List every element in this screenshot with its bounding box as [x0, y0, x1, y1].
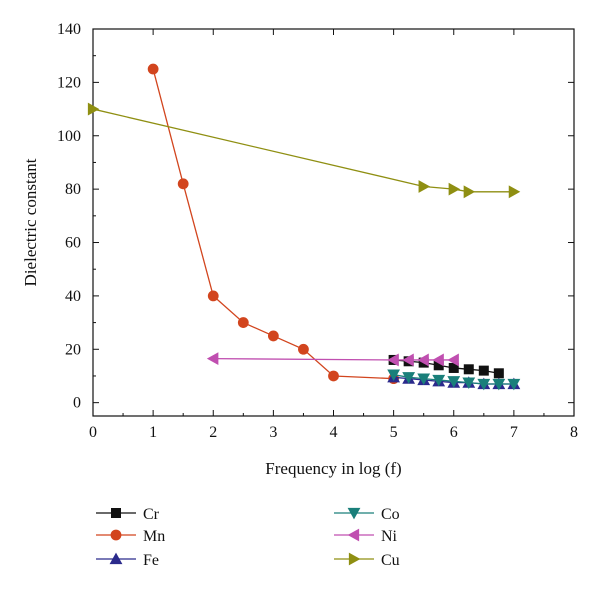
- data-point-mn: [237, 317, 249, 328]
- x-tick-label: 6: [450, 424, 458, 441]
- data-point-cr: [478, 365, 489, 376]
- y-tick-label: 60: [65, 235, 81, 252]
- series-ni: [206, 352, 459, 367]
- series-cu: [87, 102, 521, 199]
- legend-marker-cu: [348, 552, 361, 566]
- data-point-mn: [147, 63, 159, 75]
- x-tick-label: 8: [570, 424, 578, 441]
- legend-marker-ni: [347, 528, 360, 542]
- data-point-cu: [418, 180, 431, 193]
- legend-item-ni: Ni: [334, 528, 398, 545]
- x-tick-label: 4: [330, 424, 338, 441]
- y-axis-title: Dielectric constant: [21, 158, 40, 286]
- data-point-ni: [402, 353, 414, 367]
- data-point-cu: [508, 185, 521, 199]
- data-point-cu: [87, 102, 100, 116]
- series-layer: [87, 63, 521, 391]
- series-mn: [147, 63, 400, 385]
- plot-frame: [92, 28, 575, 417]
- series-line-cu: [92, 108, 514, 193]
- x-tick-label: 1: [149, 424, 157, 441]
- legend-marker-co: [347, 507, 361, 520]
- data-point-cu: [448, 182, 461, 196]
- data-point-ni: [432, 353, 444, 367]
- legend-label-cr: Cr: [143, 506, 160, 523]
- legend-item-cr: Cr: [96, 506, 160, 523]
- data-point-cr: [433, 360, 444, 371]
- data-point-mn: [298, 343, 309, 355]
- series-line-mn: [152, 68, 394, 380]
- data-point-co: [432, 374, 446, 387]
- data-point-mn: [328, 370, 339, 382]
- legend-item-fe: Fe: [96, 552, 159, 569]
- legend-marker-mn: [110, 529, 122, 541]
- y-tick-label: 140: [57, 21, 81, 38]
- data-point-ni: [447, 353, 459, 367]
- data-point-cu: [463, 185, 476, 199]
- y-tick-label: 100: [57, 128, 81, 145]
- data-point-mn: [207, 290, 219, 302]
- data-point-mn: [177, 178, 189, 190]
- legend-label-mn: Mn: [143, 528, 165, 545]
- data-point-co: [462, 377, 476, 390]
- legend-marker-fe: [109, 552, 123, 565]
- data-point-cr: [448, 362, 459, 373]
- legend: Cr Mn Fe Co Ni Cu: [96, 506, 400, 569]
- data-point-co: [507, 378, 521, 391]
- legend-label-fe: Fe: [143, 552, 159, 569]
- legend-marker-cr: [111, 508, 121, 518]
- x-axis-title: Frequency in log (f): [265, 459, 401, 478]
- y-tick-label: 20: [65, 341, 81, 358]
- y-tick-label: 0: [73, 395, 81, 412]
- legend-item-co: Co: [334, 506, 400, 523]
- x-tick-label: 7: [510, 424, 518, 441]
- data-point-co: [477, 378, 491, 391]
- data-point-co: [387, 369, 401, 382]
- legend-item-cu: Cu: [334, 552, 400, 569]
- legend-label-ni: Ni: [381, 528, 398, 545]
- data-point-co: [492, 378, 506, 391]
- data-point-mn: [267, 330, 279, 342]
- legend-label-cu: Cu: [381, 552, 400, 569]
- legend-label-co: Co: [381, 506, 400, 523]
- data-point-co: [447, 376, 461, 388]
- x-tick-label: 2: [209, 424, 217, 441]
- x-tick-label: 3: [269, 424, 277, 441]
- x-tick-label: 5: [390, 424, 398, 441]
- data-point-cr: [463, 364, 474, 375]
- legend-item-mn: Mn: [96, 528, 165, 545]
- data-point-co: [402, 372, 416, 384]
- series-co: [387, 369, 521, 391]
- y-tick-label: 120: [57, 74, 81, 91]
- data-point-ni: [387, 353, 399, 367]
- data-point-ni: [206, 352, 219, 366]
- data-point-ni: [417, 353, 429, 367]
- x-tick-label: 0: [89, 424, 97, 441]
- data-point-cr: [493, 368, 504, 379]
- y-tick-label: 40: [65, 288, 81, 305]
- data-point-co: [417, 373, 431, 386]
- y-tick-label: 80: [65, 181, 81, 198]
